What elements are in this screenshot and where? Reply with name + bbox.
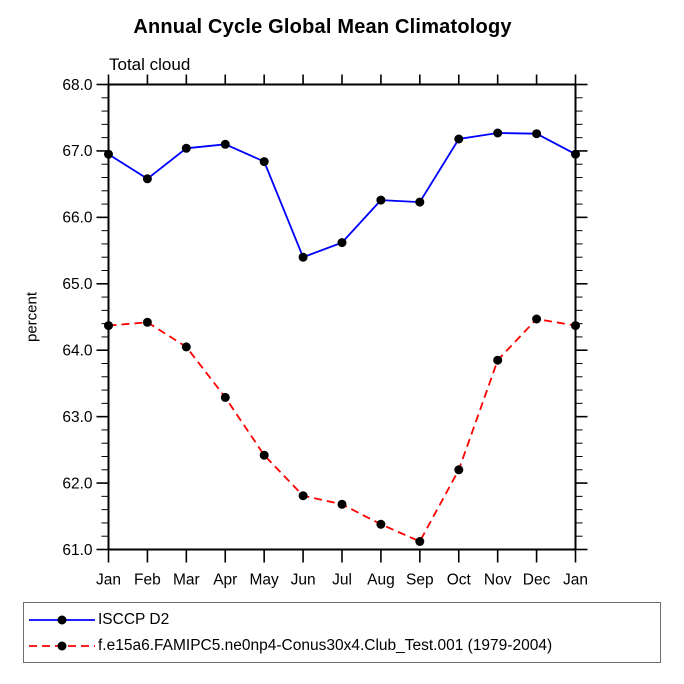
y-tick-label: 68.0 — [62, 77, 93, 94]
data-point-marker — [454, 465, 464, 475]
legend-label-model: f.e15a6.FAMIPC5.ne0np4-Conus30x4.Club_Te… — [98, 636, 553, 654]
data-point-marker — [493, 355, 503, 365]
x-tick-label: Aug — [367, 572, 395, 589]
x-tick-label: Jan — [563, 572, 588, 589]
x-tick-label: Dec — [523, 572, 551, 589]
data-point-marker — [415, 197, 425, 207]
data-point-marker — [493, 128, 503, 138]
legend-sample-marker — [57, 641, 67, 650]
legend-line-sample-solid-blue — [29, 615, 95, 624]
data-point-marker — [142, 174, 152, 184]
chart-subtitle: Total cloud — [109, 55, 191, 74]
data-point-marker — [220, 139, 230, 149]
x-tick-label: Sep — [406, 572, 434, 589]
x-tick-label: Jun — [291, 572, 316, 589]
data-point-marker — [532, 129, 542, 139]
chart-title: Annual Cycle Global Mean Climatology — [133, 16, 512, 38]
y-tick-label: 64.0 — [62, 343, 93, 360]
data-point-marker — [220, 392, 230, 402]
y-tick-label: 66.0 — [62, 210, 93, 227]
data-point-marker — [376, 195, 386, 205]
y-tick-label: 61.0 — [62, 542, 93, 559]
legend-sample-marker — [57, 615, 67, 624]
legend-label-isccp: ISCCP D2 — [98, 610, 170, 628]
x-tick-label: Mar — [173, 572, 200, 589]
x-tick-label: Jul — [332, 572, 352, 589]
x-tick-label: Apr — [213, 572, 237, 589]
data-point-marker — [571, 321, 580, 331]
data-point-marker — [259, 450, 269, 460]
data-point-marker — [454, 134, 464, 144]
data-point-marker — [376, 519, 386, 529]
legend: ISCCP D2 f.e15a6.FAMIPC5.ne0np4-Conus30x… — [23, 602, 661, 663]
y-tick-label: 65.0 — [62, 276, 93, 293]
y-tick-label: 67.0 — [62, 143, 93, 160]
legend-row-isccp: ISCCP D2 — [29, 607, 660, 633]
data-point-marker — [571, 149, 580, 159]
data-point-marker — [337, 499, 347, 509]
data-point-marker — [337, 238, 347, 248]
data-point-marker — [104, 321, 113, 331]
legend-line-sample-dashed-red — [29, 641, 95, 650]
x-tick-label: Oct — [447, 572, 472, 589]
data-point-marker — [181, 143, 191, 153]
data-point-marker — [298, 252, 308, 262]
x-tick-label: Feb — [134, 572, 161, 589]
data-point-marker — [415, 537, 425, 546]
x-tick-label: Nov — [484, 572, 512, 589]
data-point-marker — [532, 314, 542, 324]
y-tick-label: 62.0 — [62, 475, 93, 492]
data-point-marker — [104, 149, 113, 159]
data-point-marker — [259, 157, 269, 167]
x-tick-label: Jan — [96, 572, 121, 589]
x-tick-label: May — [250, 572, 280, 589]
legend-row-model: f.e15a6.FAMIPC5.ne0np4-Conus30x4.Club_Te… — [29, 633, 660, 659]
data-point-marker — [142, 317, 152, 327]
data-point-marker — [298, 491, 308, 501]
y-tick-label: 63.0 — [62, 409, 93, 426]
data-point-marker — [181, 342, 191, 352]
